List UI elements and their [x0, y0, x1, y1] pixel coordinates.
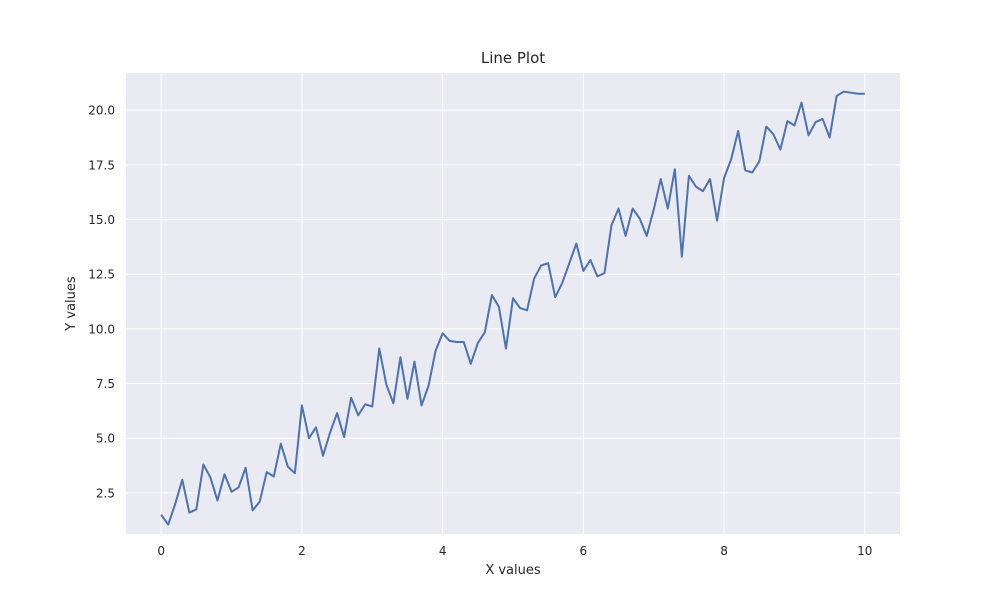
y-tick-label: 20.0	[88, 104, 115, 118]
y-tick-label: 15.0	[88, 213, 115, 227]
x-tick-label: 10	[857, 544, 872, 558]
y-tick-label: 5.0	[96, 432, 115, 446]
x-tick-label: 0	[157, 544, 165, 558]
x-tick-labels: 0 2 4 6 8 10	[157, 544, 872, 558]
y-tick-label: 17.5	[88, 158, 115, 172]
y-tick-label: 10.0	[88, 322, 115, 336]
x-axis-label: X values	[485, 563, 541, 578]
y-tick-label: 7.5	[96, 377, 115, 391]
grid-lines	[126, 73, 900, 534]
series-line	[160, 90, 865, 526]
series-lines	[160, 90, 865, 526]
y-tick-label: 2.5	[96, 486, 115, 500]
x-tick-label: 4	[439, 544, 447, 558]
x-tick-label: 2	[298, 544, 306, 558]
chart-title: Line Plot	[481, 49, 545, 67]
y-axis-label: Y values	[64, 276, 79, 332]
y-tick-label: 12.5	[88, 268, 115, 282]
x-tick-label: 6	[580, 544, 588, 558]
y-tick-labels: 2.5 5.0 7.5 10.0 12.5 15.0 17.5 20.0	[88, 104, 115, 501]
x-tick-label: 8	[720, 544, 728, 558]
